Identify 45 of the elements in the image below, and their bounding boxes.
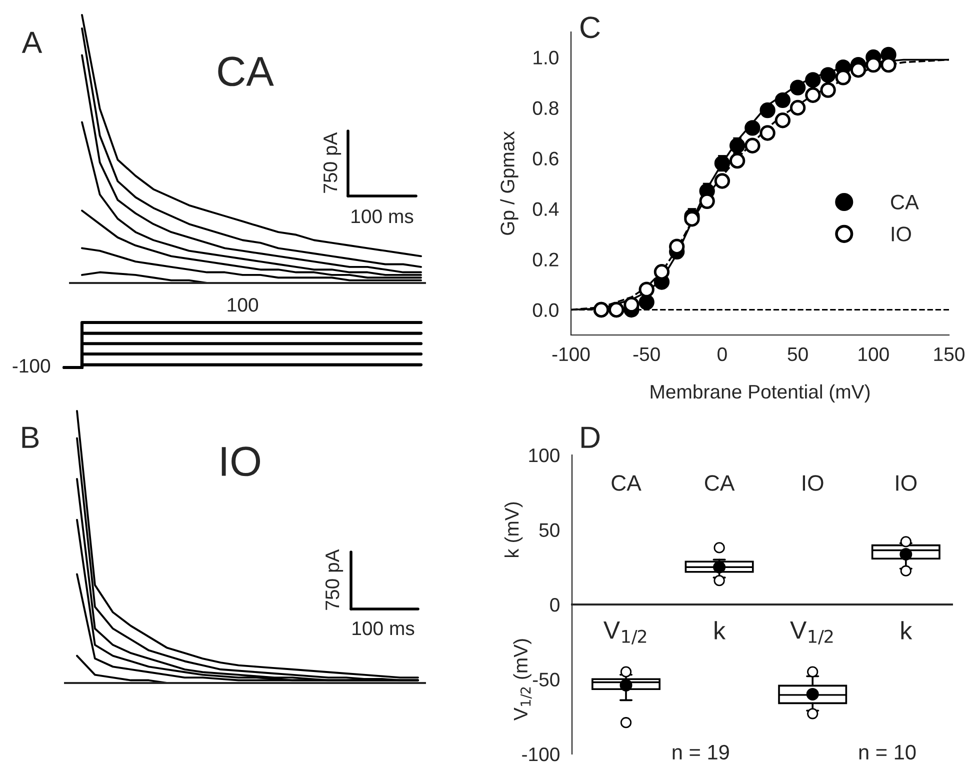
annotation: 100 ms [352, 209, 414, 224]
y-axis-title: Gp / Gpmax [500, 131, 518, 235]
annotation: CA [612, 475, 642, 491]
text: CA [218, 56, 274, 86]
annotation: IO [802, 475, 824, 491]
text: 100 [228, 298, 258, 312]
y-tick-label: 0.2 [532, 252, 558, 266]
annotation: C [580, 16, 600, 38]
x-tick-label: k [714, 621, 726, 640]
text: A [22, 32, 42, 53]
y-tick-label: -50 [532, 672, 560, 686]
annotation: n = 19 [672, 744, 729, 760]
annotation: 750 pA [323, 132, 342, 193]
y-tick-label: 1.0 [534, 50, 558, 64]
annotation: CA [704, 475, 735, 491]
x-tick-label: -100 [552, 347, 590, 362]
x-tick-label: V$_{1/2}$ [790, 621, 833, 644]
text: IO [222, 446, 260, 476]
annotation: n = 10 [859, 744, 916, 760]
x-tick-label: k [901, 621, 912, 640]
x-axis-title: Membrane Potential (mV) [650, 384, 870, 402]
x-tick-label: 0 [718, 347, 727, 362]
legend-label: IO [892, 226, 911, 242]
annotation: IO [896, 475, 917, 491]
annotation: 100 ms [352, 621, 414, 636]
x-tick-label: 150 [934, 347, 964, 362]
y-tick-label: 0.6 [532, 152, 558, 166]
y-tick-label: 0.4 [532, 202, 559, 216]
y-tick-label: 100 [529, 448, 560, 462]
y-tick-label: 0.8 [532, 101, 558, 115]
text: -100 [12, 358, 50, 373]
x-tick-label: V$_{1/2}$ [603, 621, 646, 644]
x-tick-label: 50 [788, 347, 808, 362]
text: V$_{1/2}$ (mV) [513, 639, 532, 720]
y-tick-label: 0 [550, 598, 560, 612]
y-axis-title: k (mV) [504, 502, 523, 558]
x-tick-label: 100 [858, 347, 889, 362]
legend-label: CA [891, 194, 919, 210]
y-tick-label: 0.0 [532, 303, 558, 317]
x-tick-label: -50 [633, 347, 660, 362]
text: D [581, 426, 600, 448]
y-tick-label: -100 [522, 747, 560, 762]
text: B [22, 426, 39, 448]
y-tick-label: 50 [539, 523, 560, 537]
annotation: 750 pA [325, 549, 344, 610]
